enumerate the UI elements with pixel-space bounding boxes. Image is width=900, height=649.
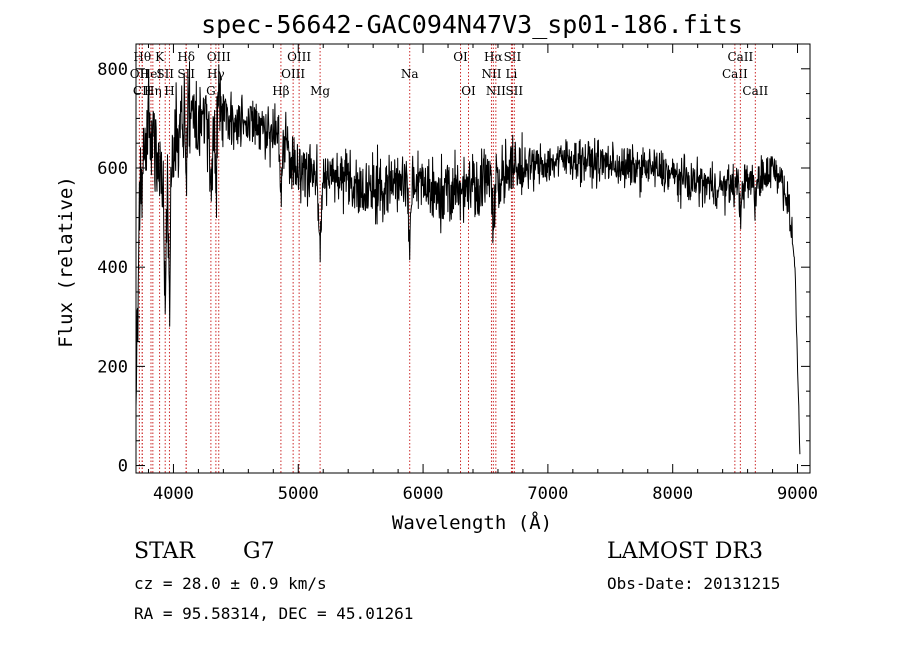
x-tick-label: 6000 [403,484,444,504]
annotation-label: SII [505,84,523,98]
annotation-label: G [206,84,216,98]
object-subclass: G7 [243,539,275,564]
annotation-label: OIII [207,50,231,64]
annotation-label: Hη [144,84,162,98]
annotation-label: OI [461,84,476,98]
x-tick-label: 9000 [777,484,818,504]
sky-coordinates: RA = 95.58314, DEC = 45.01261 [134,604,413,623]
annotation-label: Hα [484,50,503,64]
annotation-label: CaII [742,84,768,98]
annotation-label: OII [130,67,150,81]
x-axis-ticks: 4000 5000 6000 7000 8000 9000 [147,44,818,504]
annotation-label: Hγ [207,67,225,81]
y-tick-label: 600 [97,159,128,179]
annotation-label: Mg [310,84,330,98]
x-tick-label: 4000 [153,484,194,504]
y-axis-label: Flux (relative) [55,176,77,348]
annotation-label: Hδ [177,50,195,64]
annotation-label: NII [486,84,506,98]
x-tick-label: 8000 [652,484,693,504]
annotation-label: NII [481,67,501,81]
y-axis-ticks: 0 200 400 600 800 [97,60,810,477]
annotation-label: CaII [722,67,748,81]
annotation-label: SII [177,67,195,81]
observation-date: Obs-Date: 20131215 [607,574,780,593]
annotation-label: OIII [281,67,305,81]
object-class: STAR [134,539,196,564]
y-tick-label: 800 [97,60,128,80]
chart-title: spec-56642-GAC094N47V3_sp01-186.fits [201,10,743,39]
survey-release: LAMOST DR3 [607,539,763,564]
annotation-label: Na [401,67,419,81]
x-tick-label: 5000 [278,484,319,504]
annotation-label: K [155,50,165,64]
plot-frame [135,43,811,474]
annotation-label: CII [133,84,152,98]
annotation-label: Hβ [272,84,289,98]
line-annotations: OIIHθCIIHeIHηKSIIHHδSIIGHγOIIIHβOIIIOIII… [130,44,768,473]
spectrum-series [135,61,801,455]
annotation-label: OIII [287,50,311,64]
redshift-velocity: cz = 28.0 ± 0.9 km/s [134,574,327,593]
annotation-label: SII [156,67,174,81]
y-tick-label: 0 [118,457,128,477]
annotation-label: HeI [140,67,163,81]
y-tick-label: 400 [97,258,128,278]
annotation-label: SII [504,50,522,64]
annotation-label: Hθ [133,50,151,64]
annotation-label: OI [453,50,468,64]
x-tick-label: 7000 [527,484,568,504]
flux-spectrum-line [135,61,801,455]
annotation-label: Li [506,67,518,81]
x-axis-label: Wavelength (Å) [392,511,552,534]
y-tick-label: 200 [97,357,128,377]
annotation-label: CaII [727,50,753,64]
annotation-label: H [164,84,174,98]
